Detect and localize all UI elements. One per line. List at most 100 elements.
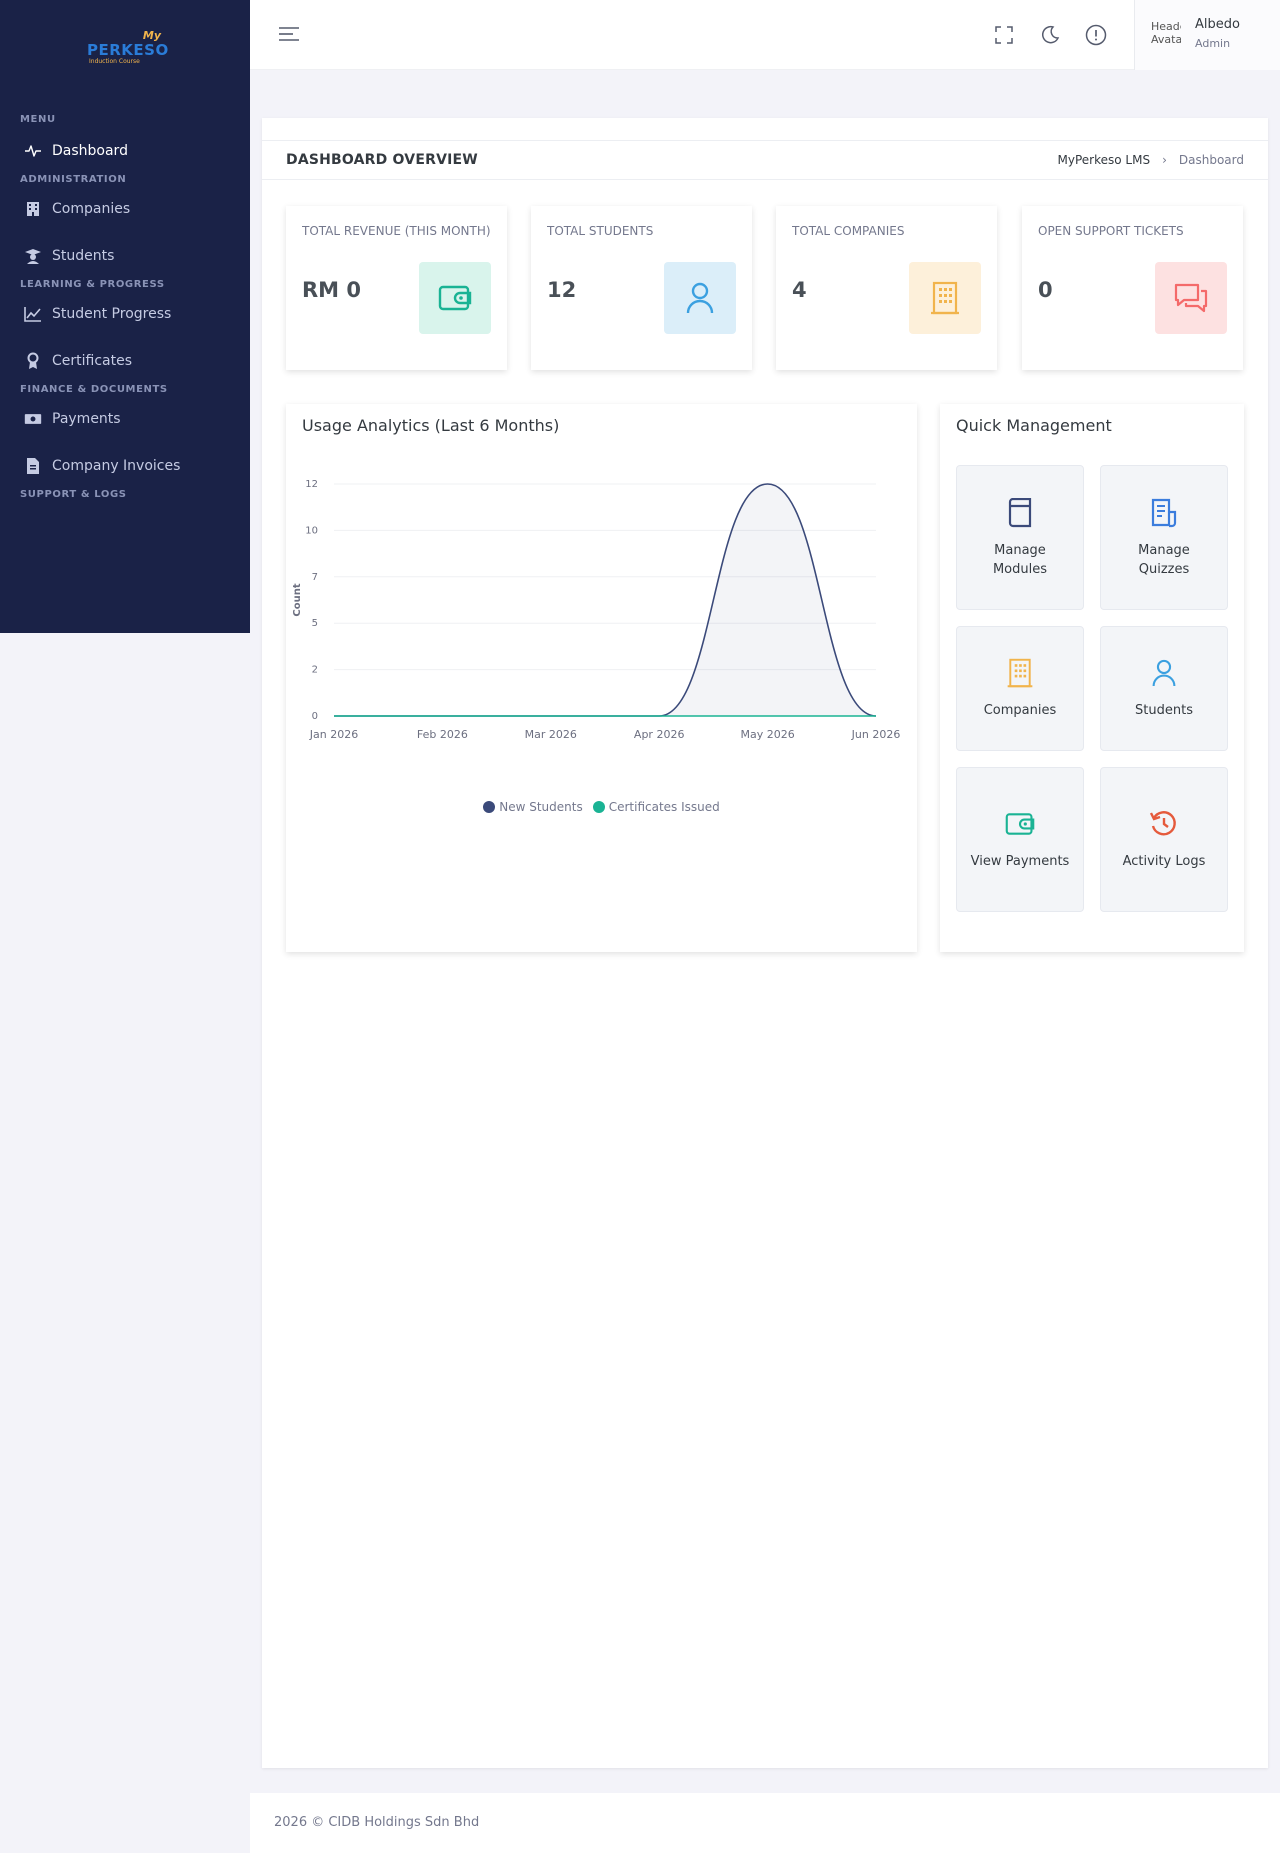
fullscreen-icon[interactable] (992, 23, 1016, 47)
user-dropdown[interactable]: Header Avatar Albedo Admin (1134, 0, 1280, 70)
quiz-icon (1148, 497, 1180, 529)
tile-label: Manage Modules (992, 542, 1048, 577)
y-tick-label: 5 (312, 618, 318, 629)
tile-label: View Payments (970, 854, 1070, 869)
moon-icon[interactable] (1038, 23, 1062, 47)
stat-card-revenue: TOTAL REVENUE (THIS MONTH) RM 0 (286, 206, 507, 370)
sidebar-item-label: Certificates (52, 352, 133, 369)
y-tick-label: 2 (312, 665, 318, 676)
invoice-icon (24, 457, 42, 475)
sidebar: My PERKESO Induction Course MENU Dashboa… (0, 0, 250, 633)
tile-view-payments[interactable]: View Payments (956, 767, 1084, 912)
sidebar-item-payments[interactable]: Payments (0, 395, 250, 442)
legend-label: Certificates Issued (608, 800, 720, 814)
user-icon (664, 262, 736, 334)
tile-label: Activity Logs (1122, 854, 1206, 869)
sidebar-item-label: Student Progress (52, 305, 172, 322)
wallet-icon (419, 262, 491, 334)
usage-analytics-chart: 0 2 5 7 10 12 Count Jan 2026 Feb 2026 Mar 2026 Apr… (292, 479, 901, 741)
x-tick-label: Feb 2026 (417, 728, 468, 741)
logo[interactable]: My PERKESO Induction Course (0, 0, 250, 94)
x-tick-label: Jun 2026 (851, 728, 901, 741)
y-tick-label: 12 (305, 479, 318, 490)
stat-label: TOTAL REVENUE (THIS MONTH) (302, 224, 491, 238)
sidebar-item-dashboard[interactable]: Dashboard (0, 127, 250, 174)
main-panel: DASHBOARD OVERVIEW MyPerkeso LMS › Dashb… (262, 118, 1268, 1768)
menu-section-title: LEARNING & PROGRESS (20, 279, 165, 290)
chart-legend: New Students Certificates Issued (286, 800, 917, 814)
money-icon (24, 410, 42, 428)
sidebar-item-company-invoices[interactable]: Company Invoices (0, 442, 250, 489)
sidebar-item-label: Students (52, 247, 115, 264)
y-axis-label: Count (292, 583, 303, 616)
x-tick-label: May 2026 (740, 728, 794, 741)
stat-value: 12 (547, 278, 577, 302)
tile-manage-quizzes[interactable]: Manage Quizzes (1100, 465, 1228, 610)
alert-icon[interactable] (1084, 23, 1108, 47)
topbar: Header Avatar Albedo Admin (250, 0, 1280, 70)
sidebar-item-label: Payments (52, 410, 121, 427)
stat-card-companies: TOTAL COMPANIES 4 (776, 206, 997, 370)
y-tick-label: 0 (312, 711, 318, 722)
breadcrumb-root[interactable]: MyPerkeso LMS (1057, 153, 1151, 167)
line-chart-icon (24, 305, 42, 323)
logo-main-text: PERKESO (87, 41, 169, 59)
building-icon (24, 200, 42, 218)
breadcrumb-separator: › (1162, 153, 1167, 167)
sidebar-item-label: Companies (52, 200, 131, 217)
menu-section-title: ADMINISTRATION (20, 174, 127, 185)
tile-label: Manage Quizzes (1138, 542, 1190, 577)
legend-dot (592, 801, 605, 813)
legend-item-certificates-issued[interactable]: Certificates Issued (592, 800, 720, 814)
stat-value: 0 (1038, 278, 1053, 302)
avatar: Header Avatar (1151, 20, 1181, 46)
quick-management-card: Quick Management Manage Modules Manage Q… (940, 404, 1244, 952)
building-icon (1004, 657, 1036, 689)
book-icon (1004, 497, 1036, 529)
x-tick-label: Mar 2026 (525, 728, 577, 741)
stat-label: TOTAL STUDENTS (547, 224, 654, 238)
legend-item-new-students[interactable]: New Students (483, 800, 583, 814)
legend-dot (483, 801, 496, 813)
user-role: Admin (1195, 37, 1231, 50)
stat-label: OPEN SUPPORT TICKETS (1038, 224, 1184, 238)
logo-my-text: My (142, 29, 161, 42)
user-name: Albedo (1195, 17, 1240, 32)
x-tick-label: Apr 2026 (634, 728, 685, 741)
tile-students[interactable]: Students (1100, 626, 1228, 751)
page-title: DASHBOARD OVERVIEW (286, 152, 478, 168)
series-area (334, 484, 876, 716)
building-icon (909, 262, 981, 334)
usage-analytics-card: Usage Analytics (Last 6 Months) 0 2 5 7 10 12… (286, 404, 917, 952)
history-icon (1148, 808, 1180, 840)
y-tick-label: 10 (305, 525, 318, 536)
menu-section-title: FINANCE & DOCUMENTS (20, 384, 168, 395)
graduate-icon (24, 247, 42, 265)
legend-label: New Students (499, 800, 583, 814)
tile-companies[interactable]: Companies (956, 626, 1084, 751)
tile-manage-modules[interactable]: Manage Modules (956, 465, 1084, 610)
breadcrumb: MyPerkeso LMS › Dashboard (1058, 153, 1244, 167)
menu-section-title: SUPPORT & LOGS (20, 489, 127, 500)
stat-value: RM 0 (302, 278, 361, 302)
tile-activity-logs[interactable]: Activity Logs (1100, 767, 1228, 912)
logo-sub-text: Induction Course (89, 58, 140, 65)
footer: 2026 © CIDB Holdings Sdn Bhd (250, 1793, 1280, 1853)
breadcrumb-current: Dashboard (1178, 153, 1244, 167)
chart-title: Usage Analytics (Last 6 Months) (302, 416, 560, 435)
sidebar-item-companies[interactable]: Companies (0, 185, 250, 232)
hamburger-menu-icon[interactable] (278, 26, 300, 46)
menu-section-title: MENU (20, 114, 56, 125)
sidebar-item-certificates[interactable]: Certificates (0, 337, 250, 384)
stat-value: 4 (792, 278, 807, 302)
x-tick-label: Jan 2026 (309, 728, 358, 741)
sidebar-item-label: Dashboard (52, 142, 128, 159)
sidebar-item-students[interactable]: Students (0, 232, 250, 279)
sidebar-item-student-progress[interactable]: Student Progress (0, 290, 250, 337)
quick-management-title: Quick Management (956, 416, 1112, 435)
chat-icon (1155, 262, 1227, 334)
activity-icon (24, 142, 42, 160)
sidebar-item-label: Company Invoices (52, 457, 181, 474)
page-header: DASHBOARD OVERVIEW MyPerkeso LMS › Dashb… (262, 140, 1268, 180)
award-icon (24, 352, 42, 370)
